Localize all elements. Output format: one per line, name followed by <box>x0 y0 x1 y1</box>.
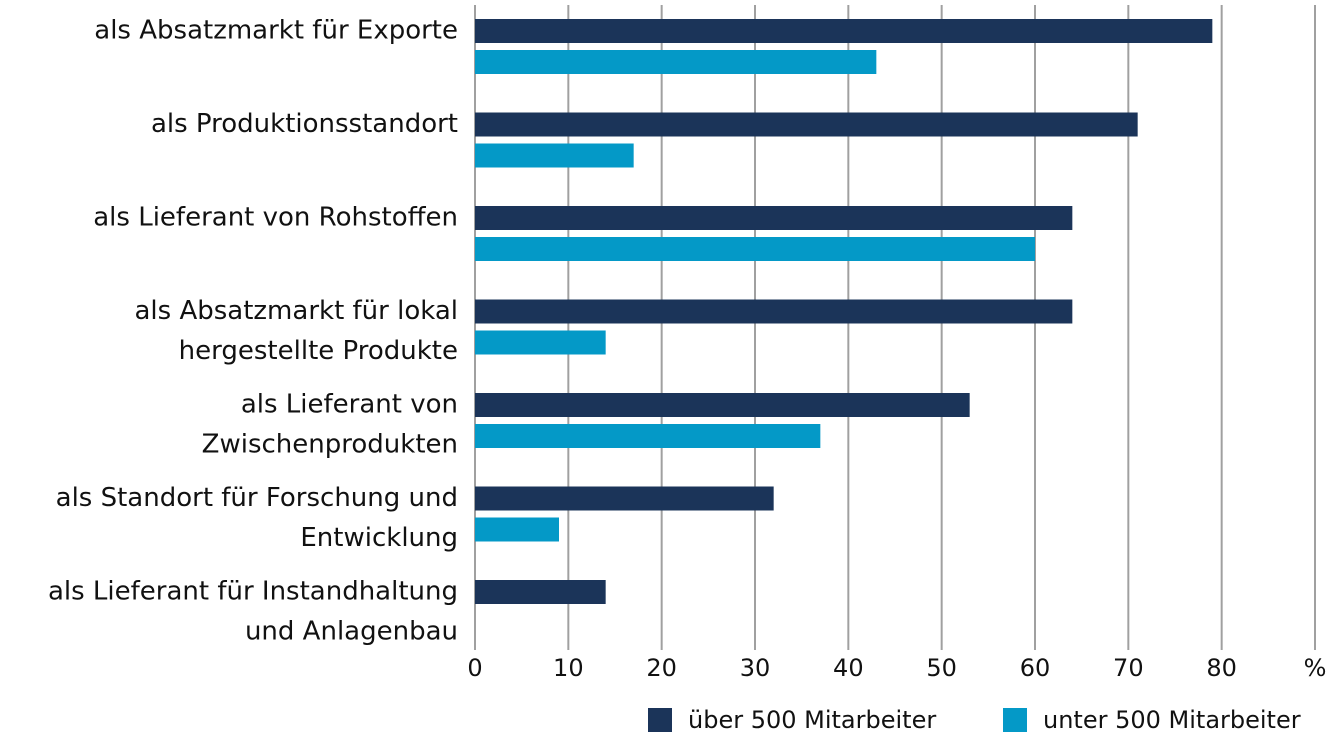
category-label: und Anlagenbau <box>245 617 458 647</box>
bar <box>475 393 970 417</box>
x-tick-label: 70 <box>1113 654 1144 682</box>
legend-swatch <box>1003 708 1027 732</box>
x-tick-label: 60 <box>1020 654 1051 682</box>
bar <box>475 424 821 448</box>
x-tick-label: 0 <box>467 654 482 682</box>
bar <box>475 237 1035 261</box>
category-label: hergestellte Produkte <box>179 336 458 366</box>
category-label: Zwischenprodukten <box>202 430 458 460</box>
x-tick-label: % <box>1304 654 1327 682</box>
x-tick-label: 10 <box>553 654 584 682</box>
category-label: als Produktionsstandort <box>151 109 458 139</box>
category-label: als Absatzmarkt für lokal <box>134 296 458 326</box>
bar <box>475 50 877 74</box>
bar <box>475 299 1073 324</box>
category-label: als Lieferant von Rohstoffen <box>93 203 458 233</box>
category-label: als Lieferant für Instandhaltung <box>48 577 458 607</box>
bar <box>475 143 634 168</box>
legend-label: über 500 Mitarbeiter <box>688 706 936 734</box>
bar <box>475 112 1138 137</box>
bar <box>475 206 1073 230</box>
category-label: als Lieferant von <box>241 390 458 420</box>
x-tick-label: 40 <box>833 654 864 682</box>
bar <box>475 517 559 542</box>
x-tick-label: 30 <box>740 654 771 682</box>
category-label: als Standort für Forschung und <box>56 483 458 513</box>
bar <box>475 486 774 511</box>
bar <box>475 330 606 355</box>
category-label: Entwicklung <box>300 523 458 553</box>
legend-label: unter 500 Mitarbeiter <box>1043 706 1301 734</box>
bar <box>475 19 1213 43</box>
x-tick-label: 20 <box>646 654 677 682</box>
x-tick-label: 50 <box>926 654 957 682</box>
legend-swatch <box>648 708 672 732</box>
category-label: als Absatzmarkt für Exporte <box>94 16 458 46</box>
x-tick-label: 80 <box>1206 654 1237 682</box>
bar <box>475 580 606 604</box>
